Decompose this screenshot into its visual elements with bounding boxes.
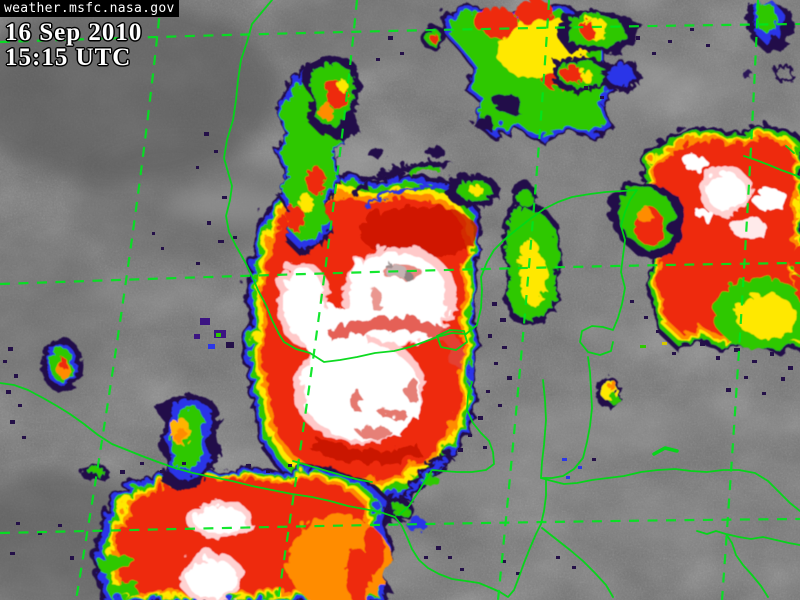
bottom-left-mcs [88, 461, 390, 600]
speckle-clouds [3, 28, 793, 575]
bottom-right-coast [696, 530, 800, 598]
pacific-coastline [0, 382, 547, 598]
gulf-coastline [223, 0, 638, 363]
parallel-middle [0, 261, 800, 286]
parallel-north [0, 22, 800, 44]
meridian-2 [276, 0, 359, 600]
top-right-convection [606, 119, 800, 351]
state-borders [398, 381, 495, 516]
coastal-branch [292, 460, 373, 483]
spiral-arc-clouds [347, 144, 497, 206]
border-vertical [540, 379, 547, 479]
meridian-3 [496, 0, 551, 600]
north-yucatan-coast [743, 145, 800, 178]
small-island [652, 446, 679, 456]
lagoon-outline [436, 329, 468, 351]
border-east [540, 468, 800, 512]
yucatan-west-coast [540, 356, 593, 479]
hurricane-cloud-mass [240, 168, 480, 500]
time-label: 15:15 UTC [5, 44, 132, 71]
watermark-bar: weather.msfc.nasa.gov [0, 0, 179, 17]
border-southeast [541, 527, 614, 598]
parallel-south [0, 517, 800, 535]
east-coastal-band [369, 178, 560, 527]
meridian-4 [720, 0, 760, 600]
meridian-1 [74, 0, 163, 600]
watermark-text: weather.msfc.nasa.gov [4, 1, 175, 16]
date-label: 16 Sep 2010 [5, 19, 143, 46]
